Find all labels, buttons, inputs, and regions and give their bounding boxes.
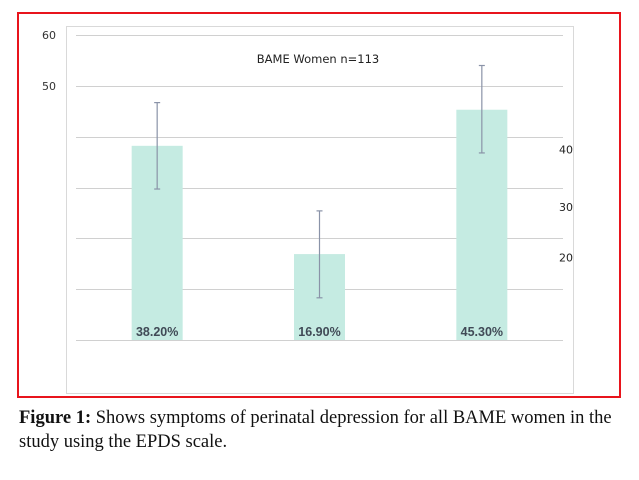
caption-text: Shows symptoms of perinatal depression f… [19, 408, 612, 452]
figure-caption: Figure 1: Shows symptoms of perinatal de… [19, 406, 634, 454]
y-tick-label: 60 [42, 29, 56, 42]
chart-title: BAME Women n=113 [257, 52, 379, 66]
figure-border [17, 12, 621, 398]
caption-label: Figure 1: [19, 408, 92, 428]
y-tick-label: 50 [42, 80, 56, 93]
data-label: 45.30% [461, 325, 503, 339]
data-label: 38.20% [136, 325, 178, 339]
bar-chart: 38.20% 16.90% 45.30% 60 50 40 30 20 BAME Women … [42, 26, 574, 394]
y-tick-label-right: 20 [559, 252, 573, 265]
y-tick-label-right: 40 [559, 143, 573, 156]
y-tick-label-right: 30 [559, 201, 573, 214]
data-label: 16.90% [298, 325, 340, 339]
